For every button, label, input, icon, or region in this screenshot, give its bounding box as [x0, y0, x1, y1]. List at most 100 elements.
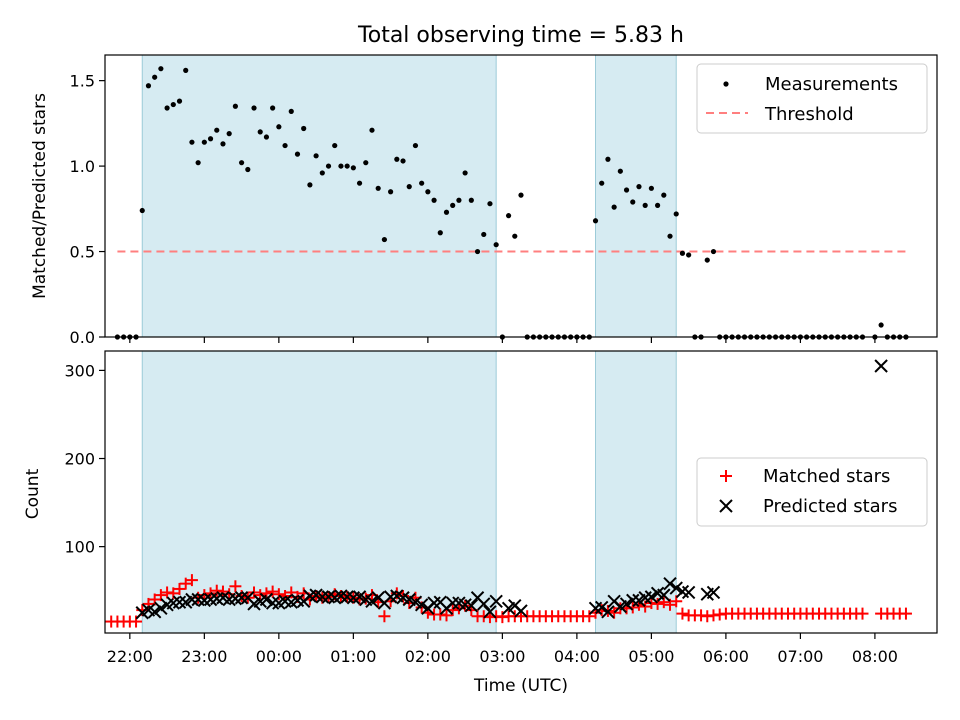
measurement-point-65: [518, 192, 524, 198]
top-legend: Measurements Threshold: [696, 63, 928, 134]
legend-matched-label: Matched stars: [763, 466, 890, 487]
predicted-star-point-20: [259, 592, 274, 607]
matched-star-point-54: [440, 609, 453, 622]
x-tick-label-4: 02:00: [405, 647, 451, 666]
measurement-point-32: [313, 153, 319, 159]
legend-predicted-marker: [719, 499, 733, 513]
measurement-point-38: [350, 165, 356, 171]
x-tick-label-3: 01:00: [330, 647, 376, 666]
legend-measurements-label: Measurements: [765, 74, 898, 95]
measurement-point-91: [679, 250, 686, 256]
predicted-star-point-74: [669, 581, 683, 595]
matched-star-point-11: [173, 582, 186, 595]
top-y-tick-label-0: 0.0: [70, 328, 95, 347]
predicted-star-point-50: [445, 596, 460, 610]
measurement-point-87: [654, 202, 661, 208]
measurement-point-64: [512, 233, 518, 239]
predicted-star-point-73: [663, 576, 677, 591]
measurement-point-88: [661, 192, 667, 198]
x-tick-label-5: 03:00: [479, 647, 525, 666]
predicted-star-point-6: [172, 595, 187, 609]
measurement-point-24: [263, 134, 270, 140]
measurement-point-83: [630, 199, 636, 205]
x-tick-label-1: 23:00: [181, 647, 227, 666]
predicted-stars-points: [135, 359, 888, 620]
predicted-star-point-45: [414, 598, 429, 612]
measurement-point-13: [195, 160, 201, 166]
measurement-point-33: [319, 170, 325, 176]
measurement-point-30: [301, 125, 307, 132]
bottom-y-ticks: 100 200 300: [64, 361, 105, 557]
measurement-point-19: [232, 103, 238, 109]
measurement-point-4: [139, 207, 145, 214]
measurement-point-29: [294, 151, 301, 157]
measurement-point-35: [332, 142, 338, 149]
measurement-point-22: [251, 105, 257, 111]
bottom-y-tick-label-0: 100: [64, 538, 95, 557]
x-tick-label-9: 07:00: [777, 647, 823, 666]
measurement-point-26: [276, 124, 282, 130]
measurement-point-28: [288, 108, 294, 114]
measurement-point-53: [443, 209, 450, 215]
predicted-star-point-57: [489, 594, 503, 608]
measurement-point-6: [152, 74, 158, 80]
measurement-point-81: [617, 168, 623, 174]
matched-star-point-121: [856, 607, 869, 620]
top-panel: Total observing time = 5.83 h 0.0 0.5 1.0 1…: [30, 23, 938, 347]
bottom-x-axis-label: Time (UTC): [473, 676, 568, 696]
matched-star-point-92: [676, 607, 689, 620]
measurement-point-59: [481, 231, 487, 238]
measurement-point-58: [474, 248, 481, 255]
measurement-point-96: [710, 248, 717, 255]
measurement-point-9: [170, 101, 176, 108]
x-tick-label-6: 04:00: [554, 647, 600, 666]
chart-title: Total observing time = 5.83 h: [357, 23, 684, 48]
observing-window-1: [595, 350, 677, 634]
measurement-point-40: [363, 160, 369, 166]
measurement-point-41: [369, 127, 375, 133]
measurement-point-56: [462, 170, 468, 176]
measurement-point-63: [505, 213, 512, 219]
observing-window-0: [141, 350, 497, 634]
measurement-point-5: [145, 83, 152, 89]
matched-star-point-26: [266, 585, 279, 598]
measurement-point-90: [673, 211, 679, 217]
measurement-point-79: [605, 156, 611, 162]
top-axes-frame: [104, 54, 938, 338]
measurement-point-85: [642, 202, 648, 208]
x-tick-label-10: 08:00: [852, 647, 898, 666]
bottom-legend: Matched stars Predicted stars: [696, 457, 928, 527]
x-tick-label-0: 22:00: [107, 647, 153, 666]
measurement-point-48: [412, 142, 419, 149]
measurement-point-84: [636, 184, 642, 190]
measurement-point-23: [257, 129, 263, 135]
bottom-axes-frame: [104, 350, 938, 634]
bottom-x-ticks: 22:00 23:00 00:00 01:00 02:00 03:00 04:00 05:00…: [107, 633, 898, 666]
predicted-star-point-70: [644, 590, 659, 604]
measurement-point-92: [686, 252, 692, 258]
measurement-point-95: [704, 257, 710, 263]
measurement-point-61: [493, 242, 499, 248]
measurement-point-60: [487, 201, 493, 207]
measurement-point-20: [238, 160, 245, 166]
measurement-point-50: [425, 189, 431, 195]
predicted-star-point-56: [483, 605, 497, 619]
bottom-y-tick-label-1: 200: [64, 450, 95, 469]
bottom-legend-box: [696, 457, 928, 527]
measurement-point-47: [406, 184, 412, 190]
predicted-star-point-29: [315, 590, 330, 604]
measurement-point-80: [611, 204, 617, 210]
observing-window-0: [141, 54, 497, 338]
measurement-point-89: [667, 233, 673, 239]
measurement-point-36: [338, 163, 344, 169]
predicted-star-point-21: [265, 596, 280, 610]
x-tick-label-7: 05:00: [628, 647, 674, 666]
measurement-point-46: [400, 158, 406, 164]
predicted-star-point-79: [874, 359, 888, 373]
x-tick-label-2: 00:00: [256, 647, 302, 666]
measurement-point-27: [282, 142, 288, 149]
measurement-point-12: [189, 139, 195, 145]
legend-measurements-marker: [723, 81, 729, 87]
measurement-point-44: [388, 189, 394, 195]
